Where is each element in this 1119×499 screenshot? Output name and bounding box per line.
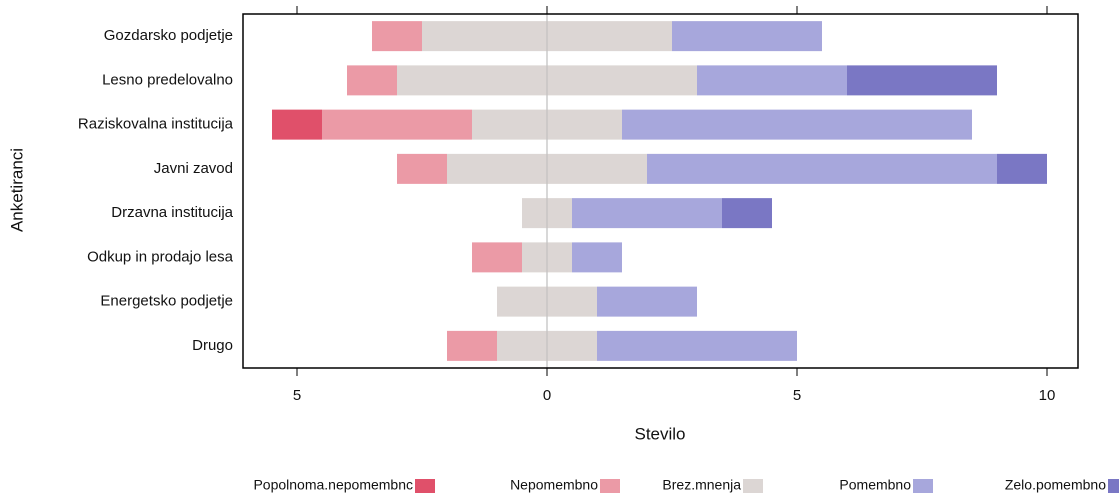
- bar-segment: [997, 153, 1047, 184]
- bar-segment: [622, 109, 972, 140]
- y-tick-label: Gozdarsko podjetje: [104, 27, 233, 44]
- y-tick-label: Javni zavod: [154, 160, 233, 177]
- bar-segment: [322, 109, 472, 140]
- bar-segment: [647, 153, 997, 184]
- bar-segment: [672, 21, 822, 52]
- bar-segment: [272, 109, 322, 140]
- y-axis-title: Anketiranci: [7, 148, 26, 232]
- legend-label: Popolnoma.nepomembnc: [253, 477, 413, 493]
- y-tick-label: Lesno predelovalno: [102, 71, 233, 88]
- bar-segment: [697, 65, 847, 96]
- bar-segment: [572, 198, 722, 229]
- legend-label: Pomembno: [839, 477, 911, 493]
- legend-swatch: [1108, 479, 1119, 493]
- y-tick-label: Drugo: [192, 337, 233, 354]
- bar-segment: [722, 198, 772, 229]
- bar-segment: [447, 330, 497, 361]
- x-axis-title: Stevilo: [634, 424, 685, 443]
- legend-label: Brez.mnenja: [662, 477, 741, 493]
- legend-swatch: [600, 479, 620, 493]
- y-tick-label: Raziskovalna institucija: [78, 116, 234, 133]
- x-tick-label: 0: [543, 387, 551, 404]
- y-tick-label: Odkup in prodajo lesa: [87, 248, 234, 265]
- y-tick-label: Energetsko podjetje: [100, 293, 233, 310]
- bar-segment: [372, 21, 422, 52]
- bar-segment: [597, 286, 697, 317]
- bar-segment: [397, 153, 447, 184]
- bar-segment: [847, 65, 997, 96]
- bar-segment: [597, 330, 797, 361]
- bar-segment: [572, 242, 622, 273]
- x-tick-label: 5: [793, 387, 801, 404]
- plot-frame: [242, 13, 1079, 369]
- bar-segment: [347, 65, 397, 96]
- legend-swatch: [415, 479, 435, 493]
- legend-swatch: [913, 479, 933, 493]
- legend-label: Zelo.pomembno: [1005, 477, 1106, 493]
- legend-label: Nepomembno: [510, 477, 598, 493]
- x-tick-label: 5: [293, 387, 301, 404]
- x-tick-label: 10: [1039, 387, 1056, 404]
- bar-segment: [472, 242, 522, 273]
- y-tick-label: Drzavna institucija: [111, 204, 233, 221]
- legend-swatch: [743, 479, 763, 493]
